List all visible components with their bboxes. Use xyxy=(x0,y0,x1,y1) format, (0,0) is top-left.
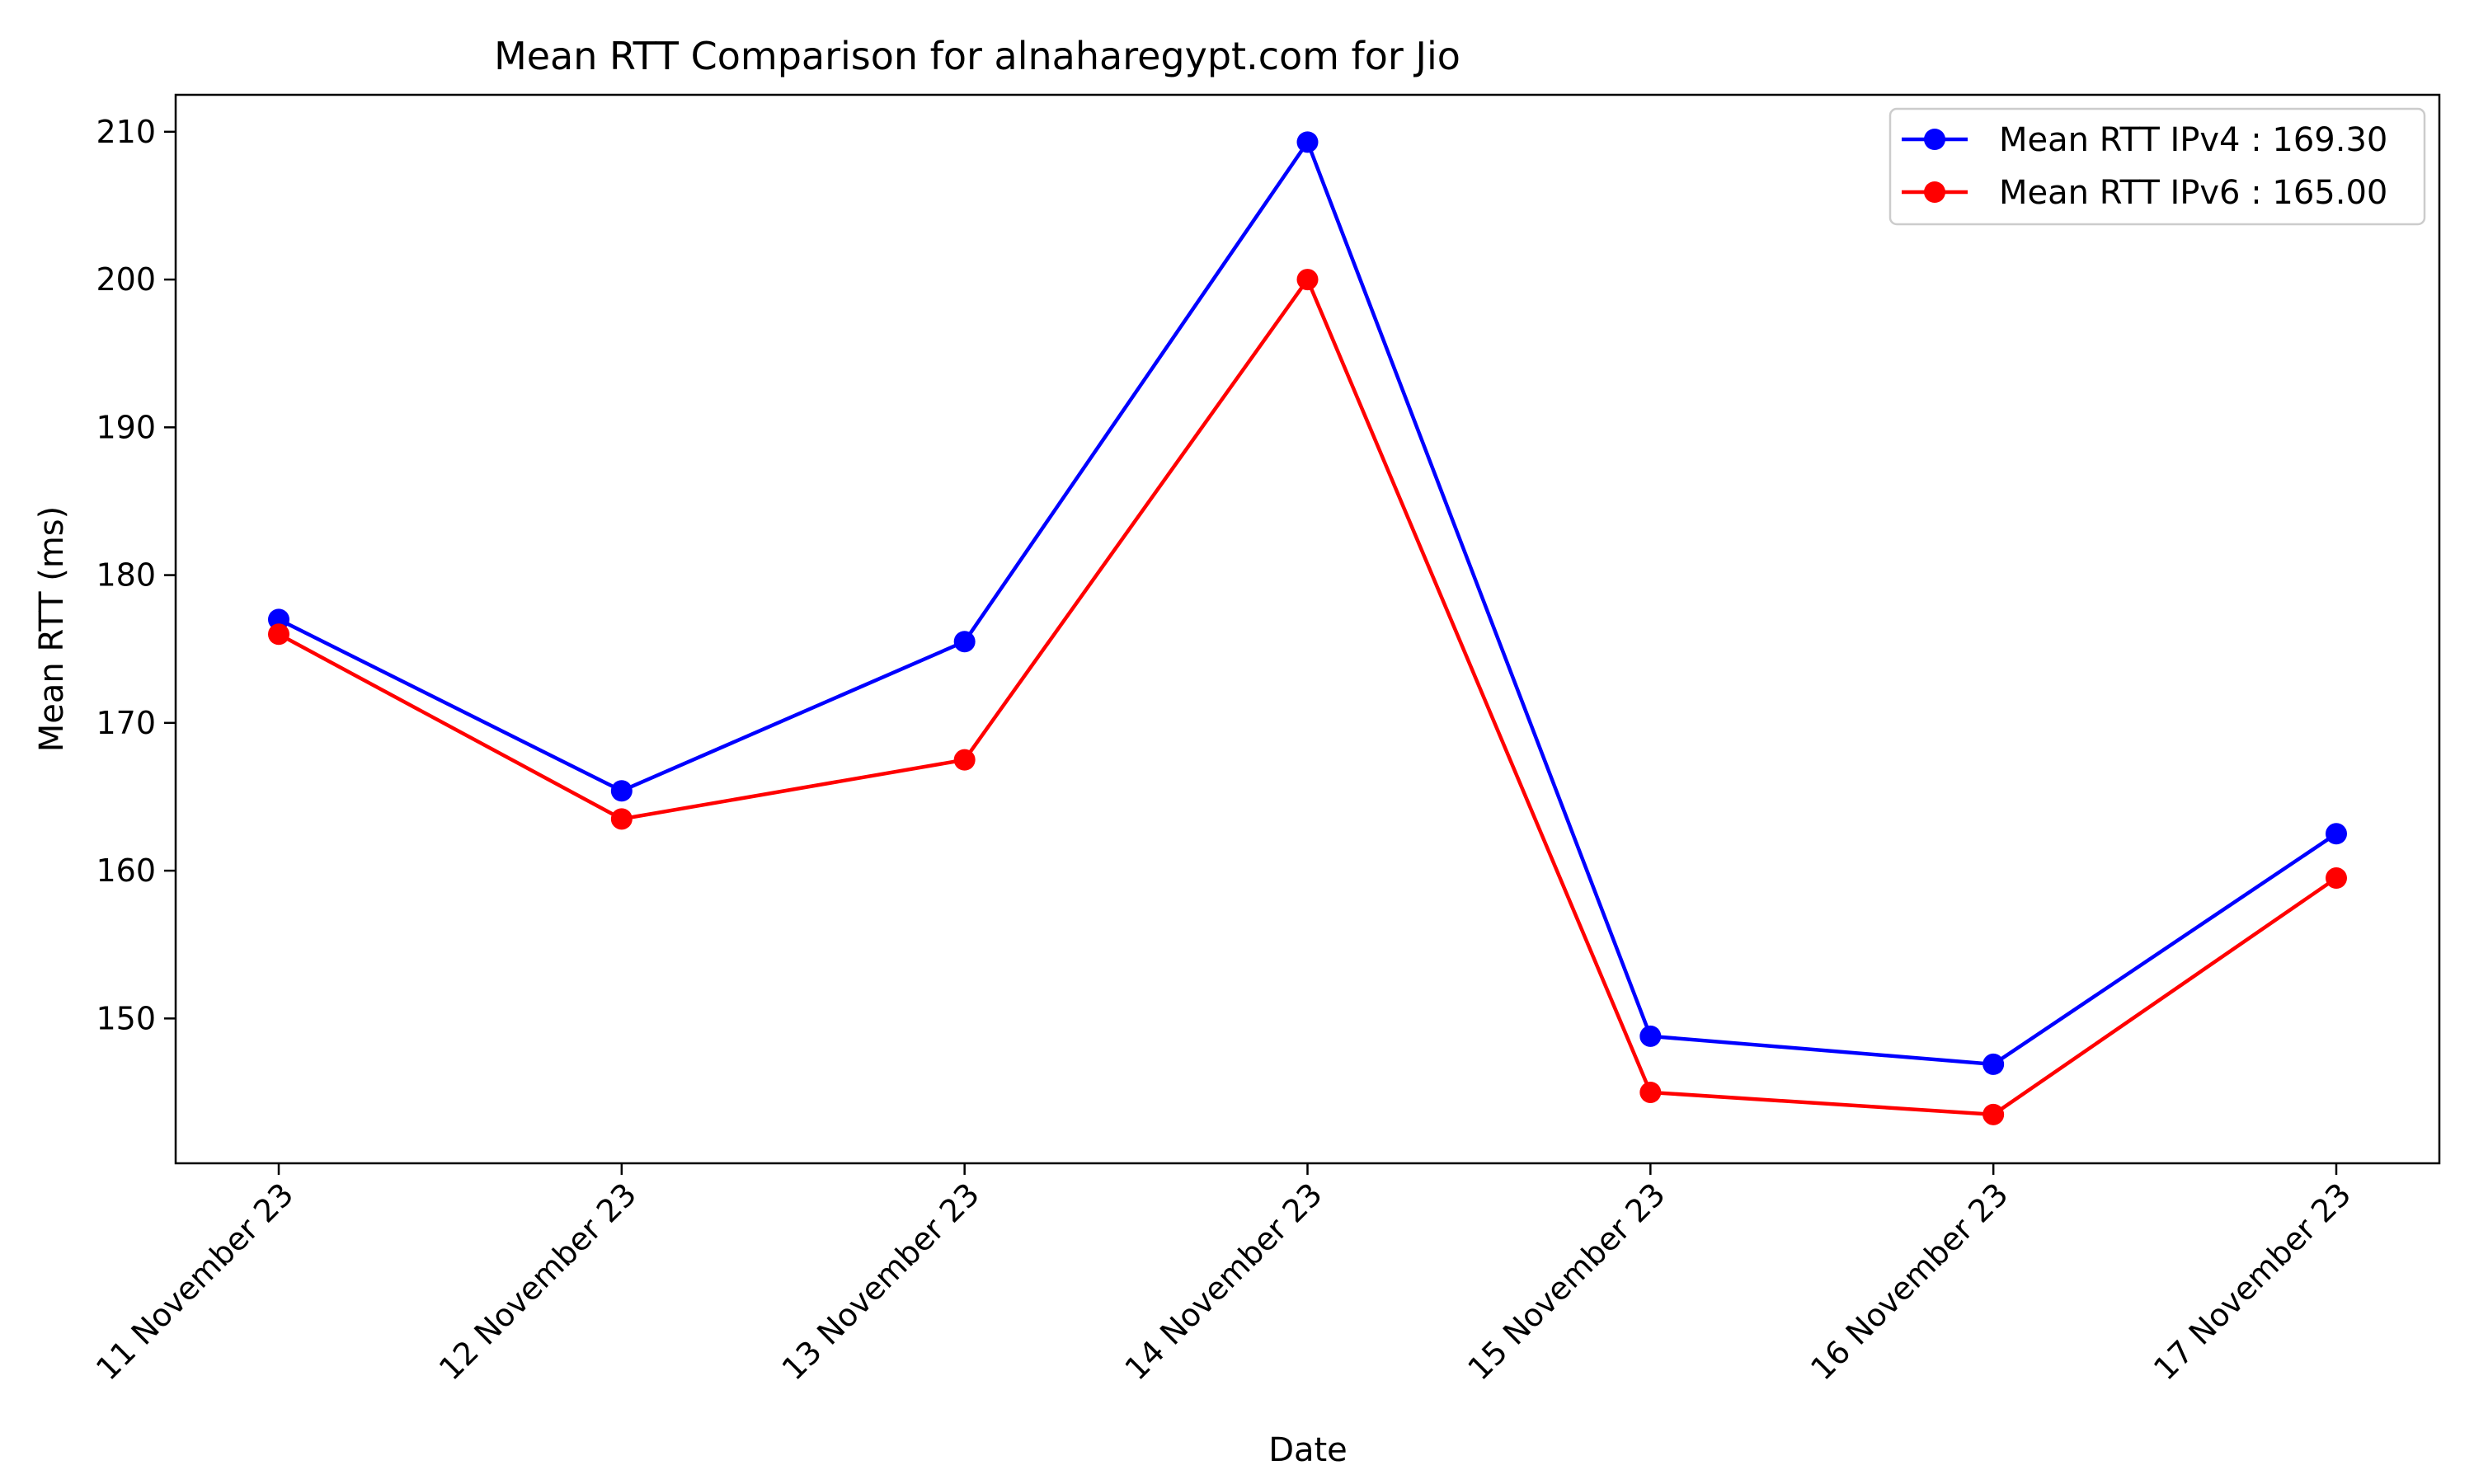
data-point-series-1 xyxy=(610,808,633,830)
legend-ipv6-label: Mean RTT IPv6 : 165.00 xyxy=(1999,174,2387,212)
y-tick-label: 150 xyxy=(96,1000,156,1036)
data-point-series-1 xyxy=(953,749,976,771)
chart-title: Mean RTT Comparison for alnaharegypt.com… xyxy=(494,34,1460,78)
data-point-series-1 xyxy=(2326,867,2347,890)
legend-ipv4-marker xyxy=(1924,129,1945,150)
legend-ipv4-label: Mean RTT IPv4 : 169.30 xyxy=(1999,121,2387,159)
y-tick-label: 210 xyxy=(96,114,156,150)
legend-ipv6-marker xyxy=(1924,181,1945,203)
data-point-series-0 xyxy=(268,608,289,631)
y-tick-label: 200 xyxy=(96,261,156,298)
data-point-series-0 xyxy=(1296,131,1319,153)
data-point-series-1 xyxy=(268,623,289,646)
legend-frame xyxy=(1888,107,2426,226)
data-point-series-0 xyxy=(610,780,633,802)
data-point-series-1 xyxy=(1296,269,1319,291)
y-tick-label: 190 xyxy=(96,409,156,445)
x-axis-label: Date xyxy=(1268,1431,1348,1469)
y-tick-label: 180 xyxy=(96,557,156,594)
data-point-series-0 xyxy=(2326,823,2347,845)
data-point-series-1 xyxy=(1639,1081,1662,1103)
legend: Mean RTT IPv4 : 169.30 Mean RTT IPv6 : 1… xyxy=(1888,107,2426,226)
data-point-series-0 xyxy=(1982,1053,2005,1075)
y-tick-label: 160 xyxy=(96,852,156,889)
y-tick-label: 170 xyxy=(96,705,156,741)
data-point-series-1 xyxy=(1982,1103,2005,1125)
plot-frame xyxy=(174,93,2441,1165)
data-point-series-0 xyxy=(953,631,976,653)
y-axis-label: Mean RTT (ms) xyxy=(33,506,71,752)
data-point-series-0 xyxy=(1639,1025,1662,1047)
